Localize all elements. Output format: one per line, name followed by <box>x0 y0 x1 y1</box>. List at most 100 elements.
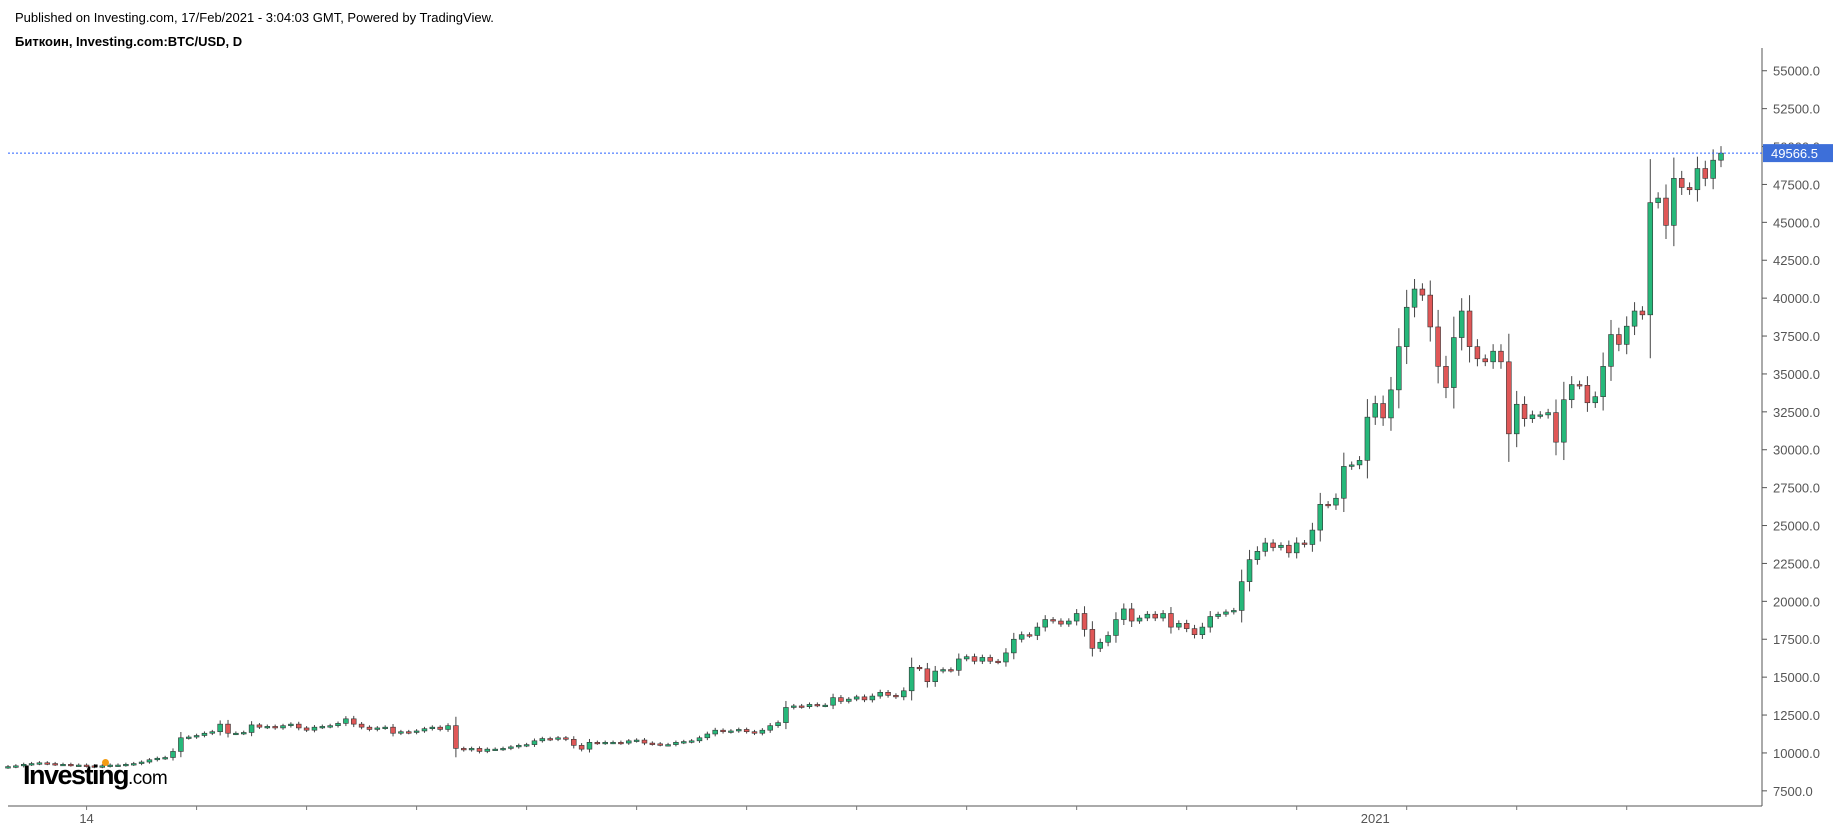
candle-down <box>924 668 931 682</box>
logo-brand: Investing <box>23 760 130 790</box>
candle-down <box>1427 294 1433 328</box>
candle-down <box>1616 334 1622 345</box>
candle-down <box>893 695 899 698</box>
candle-up <box>791 705 797 708</box>
candle-up <box>822 704 828 707</box>
candle-up <box>484 748 491 752</box>
y-tick-label: 25000.0 <box>1773 519 1820 534</box>
candle-up <box>1348 464 1355 467</box>
candle-down <box>916 666 923 670</box>
candle-up <box>846 698 852 702</box>
y-tick-label: 45000.0 <box>1773 215 1820 230</box>
candle-up <box>20 764 27 767</box>
candle-up <box>1388 389 1394 419</box>
candle-up <box>673 742 679 745</box>
candle-down <box>798 705 805 708</box>
candle-down <box>461 748 467 751</box>
candle-up <box>1568 384 1575 401</box>
candle-up <box>1411 288 1418 308</box>
candle-up <box>1176 623 1182 628</box>
y-tick-label: 7500.0 <box>1773 784 1813 799</box>
candle-up <box>162 757 168 760</box>
candle-down <box>1466 310 1473 347</box>
candle-up <box>1537 414 1544 417</box>
candle-up <box>28 763 35 766</box>
candle-down <box>649 742 656 745</box>
candle-down <box>1286 544 1292 554</box>
last-price-marker: 49566.5 <box>8 144 1833 163</box>
candle-up <box>335 723 341 726</box>
candle-down <box>83 764 90 767</box>
candle-up <box>1647 202 1654 316</box>
candle-up <box>1113 619 1119 636</box>
candle-up <box>311 726 318 731</box>
candle-down <box>256 724 263 728</box>
candle-down <box>437 726 443 730</box>
candle-up <box>288 723 294 726</box>
candle-up <box>217 723 223 733</box>
candle-down <box>1081 613 1088 630</box>
candle-up <box>500 748 506 751</box>
y-tick-label: 27500.0 <box>1773 481 1820 496</box>
candle-up <box>421 728 428 732</box>
candle-up <box>193 735 200 738</box>
candle-up <box>1144 613 1151 619</box>
candle-up <box>531 740 538 745</box>
candle-up <box>736 729 742 732</box>
candle-up <box>626 740 632 744</box>
candle-down <box>1419 288 1426 296</box>
candle-up <box>908 666 915 692</box>
y-tick-label: 35000.0 <box>1773 367 1820 382</box>
candle-up <box>688 740 695 743</box>
y-tick-label: 37500.0 <box>1773 329 1820 344</box>
candle-down <box>1026 634 1033 637</box>
candle-down <box>657 743 663 746</box>
candle-up <box>523 744 530 747</box>
candle-up <box>1545 412 1551 416</box>
candle-up <box>123 764 129 767</box>
candle-up <box>586 742 593 750</box>
candle-up <box>1333 497 1339 506</box>
candle-up <box>374 727 381 730</box>
candle-up <box>185 736 192 739</box>
candle-down <box>453 725 459 749</box>
candle-up <box>1396 346 1402 391</box>
candle-up <box>75 764 82 767</box>
candle-up <box>783 707 789 723</box>
candle-down <box>296 723 302 729</box>
candle-up <box>1694 168 1701 191</box>
candle-down <box>1128 608 1135 622</box>
candle-up <box>1097 641 1103 649</box>
y-tick-label: 47500.0 <box>1773 177 1820 192</box>
candle-up <box>956 658 962 671</box>
candle-up <box>1513 403 1520 435</box>
candle-down <box>1380 403 1386 419</box>
candle-up <box>319 726 326 729</box>
candle-up <box>1215 613 1221 617</box>
candle-up <box>138 761 145 764</box>
candle-down <box>563 737 569 740</box>
published-note: Published on Investing.com, 17/Feb/2021 … <box>15 10 494 25</box>
candle-up <box>248 724 255 733</box>
candle-up <box>130 763 137 766</box>
candle-up <box>1451 337 1457 388</box>
candle-up <box>712 729 718 735</box>
y-tick-label: 32500.0 <box>1773 405 1820 420</box>
candle-down <box>578 745 585 750</box>
candles-layer <box>5 146 1724 769</box>
candle-up <box>1623 325 1630 345</box>
candle-up <box>516 745 522 748</box>
candle-up <box>901 690 907 698</box>
candle-down <box>1058 620 1064 625</box>
candle-up <box>767 725 773 731</box>
candle-up <box>1631 310 1638 327</box>
candle-down <box>52 763 58 766</box>
candle-down <box>1435 326 1441 367</box>
candle-down <box>1168 613 1174 628</box>
candle-up <box>1278 544 1284 548</box>
candle-up <box>1018 634 1025 640</box>
candle-up <box>1073 613 1080 622</box>
candle-up <box>759 729 766 734</box>
candle-up <box>1372 403 1378 418</box>
